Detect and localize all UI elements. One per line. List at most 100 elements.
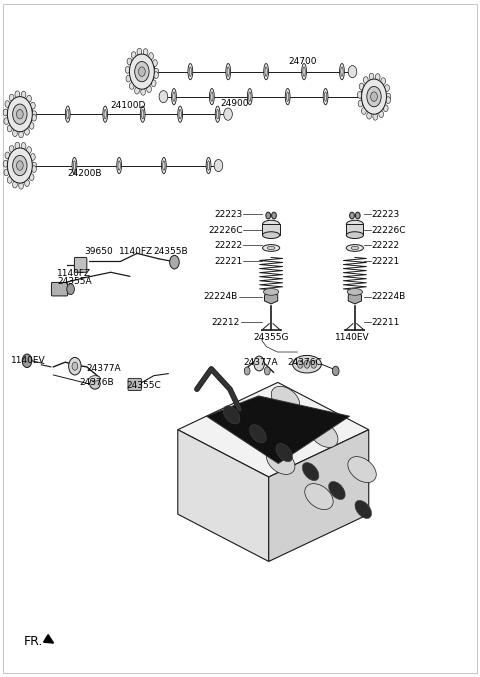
Circle shape bbox=[7, 125, 12, 132]
Text: 22226C: 22226C bbox=[208, 226, 242, 235]
Circle shape bbox=[141, 89, 145, 95]
FancyBboxPatch shape bbox=[51, 282, 68, 296]
Circle shape bbox=[349, 212, 354, 219]
Ellipse shape bbox=[173, 92, 175, 102]
Circle shape bbox=[386, 97, 391, 104]
Text: 24355C: 24355C bbox=[126, 381, 161, 391]
Ellipse shape bbox=[28, 106, 33, 123]
Text: 24900: 24900 bbox=[221, 99, 249, 108]
Circle shape bbox=[384, 105, 388, 112]
Ellipse shape bbox=[355, 500, 372, 519]
Text: 1140EV: 1140EV bbox=[11, 355, 46, 365]
Bar bbox=[346, 224, 363, 235]
Ellipse shape bbox=[265, 67, 267, 77]
Polygon shape bbox=[264, 292, 278, 304]
Ellipse shape bbox=[271, 387, 300, 412]
Ellipse shape bbox=[341, 67, 343, 77]
Ellipse shape bbox=[90, 376, 100, 381]
Circle shape bbox=[384, 85, 389, 91]
Circle shape bbox=[21, 143, 26, 150]
FancyBboxPatch shape bbox=[74, 257, 87, 272]
Ellipse shape bbox=[346, 232, 363, 238]
Circle shape bbox=[12, 156, 27, 175]
Text: 24376B: 24376B bbox=[80, 378, 114, 387]
Circle shape bbox=[169, 255, 179, 269]
Text: 22212: 22212 bbox=[212, 318, 240, 327]
Ellipse shape bbox=[188, 64, 192, 80]
Ellipse shape bbox=[264, 64, 268, 80]
Circle shape bbox=[67, 284, 74, 294]
Circle shape bbox=[9, 146, 14, 152]
Ellipse shape bbox=[228, 414, 257, 439]
Text: 24377A: 24377A bbox=[244, 358, 278, 368]
Ellipse shape bbox=[339, 64, 344, 80]
Circle shape bbox=[32, 166, 36, 173]
Circle shape bbox=[32, 114, 36, 121]
Ellipse shape bbox=[72, 158, 77, 174]
Circle shape bbox=[381, 78, 385, 85]
Circle shape bbox=[371, 92, 377, 102]
Circle shape bbox=[27, 95, 32, 102]
Ellipse shape bbox=[223, 406, 240, 424]
Text: 22224B: 22224B bbox=[204, 292, 238, 301]
Text: 1140FZ: 1140FZ bbox=[57, 269, 91, 278]
Text: 22222: 22222 bbox=[372, 241, 400, 250]
Circle shape bbox=[72, 362, 78, 370]
Ellipse shape bbox=[361, 89, 366, 105]
Circle shape bbox=[3, 109, 8, 116]
Circle shape bbox=[139, 67, 145, 77]
Text: 24200B: 24200B bbox=[68, 169, 102, 178]
Ellipse shape bbox=[206, 158, 211, 174]
Ellipse shape bbox=[161, 158, 166, 174]
Text: 24377A: 24377A bbox=[86, 364, 120, 374]
Ellipse shape bbox=[293, 355, 322, 373]
Circle shape bbox=[4, 169, 9, 176]
Ellipse shape bbox=[140, 106, 145, 123]
Ellipse shape bbox=[163, 161, 165, 171]
Ellipse shape bbox=[171, 89, 176, 105]
Text: 22222: 22222 bbox=[214, 241, 242, 250]
Circle shape bbox=[3, 160, 8, 167]
Ellipse shape bbox=[189, 67, 192, 77]
Text: 24376C: 24376C bbox=[287, 358, 322, 368]
Polygon shape bbox=[269, 430, 369, 561]
Text: 1140EV: 1140EV bbox=[335, 332, 370, 342]
Circle shape bbox=[298, 360, 303, 368]
Circle shape bbox=[357, 91, 362, 98]
Ellipse shape bbox=[285, 89, 290, 105]
Ellipse shape bbox=[179, 110, 181, 119]
Circle shape bbox=[367, 112, 372, 119]
Circle shape bbox=[375, 74, 380, 81]
Ellipse shape bbox=[324, 92, 327, 102]
Ellipse shape bbox=[29, 161, 31, 171]
Ellipse shape bbox=[227, 67, 229, 77]
Ellipse shape bbox=[209, 89, 214, 105]
Polygon shape bbox=[178, 383, 369, 477]
Ellipse shape bbox=[215, 106, 220, 123]
Circle shape bbox=[21, 91, 26, 98]
Ellipse shape bbox=[250, 424, 266, 443]
Circle shape bbox=[355, 212, 360, 219]
Ellipse shape bbox=[267, 246, 275, 250]
Ellipse shape bbox=[346, 244, 363, 251]
Ellipse shape bbox=[347, 288, 362, 295]
Text: 22221: 22221 bbox=[214, 257, 242, 266]
Text: 24355B: 24355B bbox=[153, 247, 188, 256]
Circle shape bbox=[254, 356, 264, 371]
Circle shape bbox=[15, 142, 20, 149]
Ellipse shape bbox=[264, 288, 279, 295]
Ellipse shape bbox=[266, 448, 295, 475]
Polygon shape bbox=[178, 430, 269, 561]
Circle shape bbox=[19, 131, 24, 137]
Circle shape bbox=[130, 54, 155, 89]
Ellipse shape bbox=[351, 246, 359, 250]
Circle shape bbox=[272, 212, 276, 219]
Circle shape bbox=[12, 104, 27, 125]
Circle shape bbox=[363, 77, 368, 83]
Circle shape bbox=[159, 91, 168, 103]
Circle shape bbox=[32, 162, 36, 169]
Circle shape bbox=[361, 108, 366, 114]
Circle shape bbox=[126, 75, 131, 82]
Text: FR.: FR. bbox=[24, 634, 43, 648]
Ellipse shape bbox=[329, 481, 345, 500]
